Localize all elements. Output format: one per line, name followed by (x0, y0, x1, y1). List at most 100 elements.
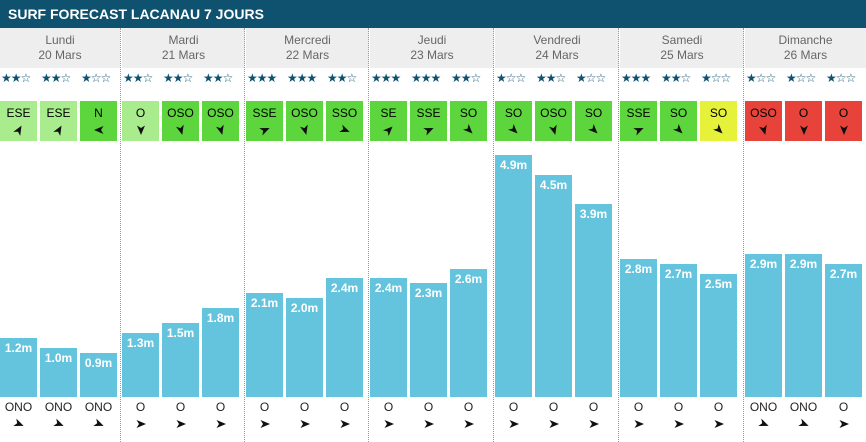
wind-cell: ESE (0, 101, 37, 141)
wind-arrow-icon (215, 124, 224, 135)
wind-cell: OSO (162, 101, 199, 141)
wind-direction-label: SO (709, 106, 728, 120)
star-rating: ★☆☆ (746, 71, 776, 85)
swell-direction-label: O (175, 400, 186, 414)
swell-direction-label: ONO (44, 400, 73, 414)
wave-height-bar (745, 253, 782, 397)
day-header-samedi: Samedi 25 Mars (620, 28, 744, 68)
wind-cell: SSE (246, 101, 283, 141)
wave-height-label: 2.4m (330, 281, 359, 296)
wave-height-label: 2.9m (789, 256, 818, 271)
wave-height-bar (700, 273, 737, 397)
swell-direction-label: ONO (749, 400, 778, 414)
wave-height-bar (660, 263, 697, 397)
star-rating: ★☆☆ (576, 71, 606, 85)
swell-arrow-icon (260, 420, 270, 428)
day-date: 25 Mars (660, 48, 704, 62)
wind-arrow-icon (299, 124, 308, 135)
day-name: Vendredi (533, 33, 581, 47)
wave-height-bar (246, 293, 283, 397)
wind-cell: SO (660, 101, 697, 141)
swell-direction-label: O (135, 400, 146, 414)
wind-cell: O (122, 101, 159, 141)
wave-height-label: 1.2m (4, 340, 33, 355)
wave-height-bar (825, 263, 862, 397)
swell-arrow-icon (634, 420, 644, 428)
wind-direction-label: SO (504, 106, 523, 120)
wave-height-label: 1.3m (126, 335, 155, 350)
swell-direction-label: O (423, 400, 434, 414)
star-rating: ★☆☆ (496, 71, 526, 85)
day-divider (244, 28, 245, 442)
day-name: Jeudi (417, 33, 447, 47)
wind-direction-label: SSE (626, 106, 651, 120)
wave-height-label: 2.3m (414, 286, 443, 301)
wave-height-label: 3.9m (579, 207, 608, 222)
day-date: 22 Mars (285, 48, 330, 62)
wave-height-bar (202, 308, 239, 397)
wind-direction-label: OSO (540, 106, 567, 120)
swell-arrow-icon (13, 418, 24, 427)
day-date: 21 Mars (161, 48, 206, 62)
swell-direction-label: O (299, 400, 310, 414)
swell-direction-label: O (713, 400, 724, 414)
star-rating: ★★★ (371, 71, 401, 85)
wave-height-label: 4.9m (499, 157, 528, 172)
wind-arrow-icon (258, 128, 270, 136)
wind-cell: N (80, 101, 117, 141)
star-rating: ★★★ (411, 71, 441, 85)
wind-arrow-icon (422, 128, 434, 136)
wind-arrow-icon (175, 124, 184, 135)
star-rating: ★★☆ (123, 71, 153, 85)
wind-arrow-icon (136, 125, 145, 135)
wave-height-label: 1.5m (166, 325, 195, 340)
wind-direction-label: OSO (291, 106, 318, 120)
wave-height-label: 2.5m (704, 276, 733, 291)
day-header-mardi: Mardi 21 Mars (122, 28, 245, 68)
day-header-dimanche: Dimanche 26 Mars (745, 28, 866, 68)
day-date: 24 Mars (535, 48, 579, 62)
wind-arrow-icon (548, 124, 557, 135)
wind-direction-label: SSO (331, 106, 358, 120)
swell-direction-label: O (383, 400, 394, 414)
star-rating: ★★☆ (661, 71, 691, 85)
swell-direction-label: ONO (84, 400, 113, 414)
wind-direction-label: SO (459, 106, 478, 120)
star-rating: ★★☆ (203, 71, 233, 85)
swell-direction-label: O (215, 400, 226, 414)
wave-height-label: 2.7m (664, 266, 693, 281)
wind-cell: OSO (535, 101, 572, 141)
swell-arrow-icon (798, 418, 809, 427)
day-name: Samedi (661, 33, 703, 47)
wind-arrow-icon (799, 125, 808, 135)
star-rating: ★★★ (621, 71, 651, 85)
wind-direction-label: SSE (416, 106, 441, 120)
wind-arrow-icon (632, 128, 644, 136)
star-rating: ★★☆ (327, 71, 357, 85)
wave-height-bar (785, 253, 822, 397)
day-date: 20 Mars (38, 48, 82, 62)
wind-direction-label: OSO (207, 106, 234, 120)
star-rating: ★☆☆ (701, 71, 731, 85)
wave-height-label: 2.7m (829, 266, 858, 281)
swell-direction-label: ONO (4, 400, 33, 414)
day-divider (368, 28, 369, 442)
day-divider (120, 28, 121, 442)
wind-cell: OSO (202, 101, 239, 141)
wave-height-bar (0, 337, 37, 397)
wave-height-bar (162, 322, 199, 397)
day-header-vendredi: Vendredi 24 Mars (495, 28, 619, 68)
day-date: 23 Mars (410, 48, 454, 62)
swell-arrow-icon (53, 418, 64, 427)
wave-height-bar (620, 258, 657, 397)
day-date: 26 Mars (783, 48, 828, 62)
swell-arrow-icon (93, 418, 104, 427)
swell-arrow-icon (176, 420, 186, 428)
wind-arrow-icon (507, 124, 518, 134)
wind-direction-label: N (94, 106, 103, 120)
star-rating: ★☆☆ (786, 71, 816, 85)
swell-arrow-icon (216, 420, 226, 428)
wave-height-label: 4.5m (539, 177, 568, 192)
wind-cell: O (825, 101, 862, 141)
wind-arrow-icon (382, 126, 393, 136)
